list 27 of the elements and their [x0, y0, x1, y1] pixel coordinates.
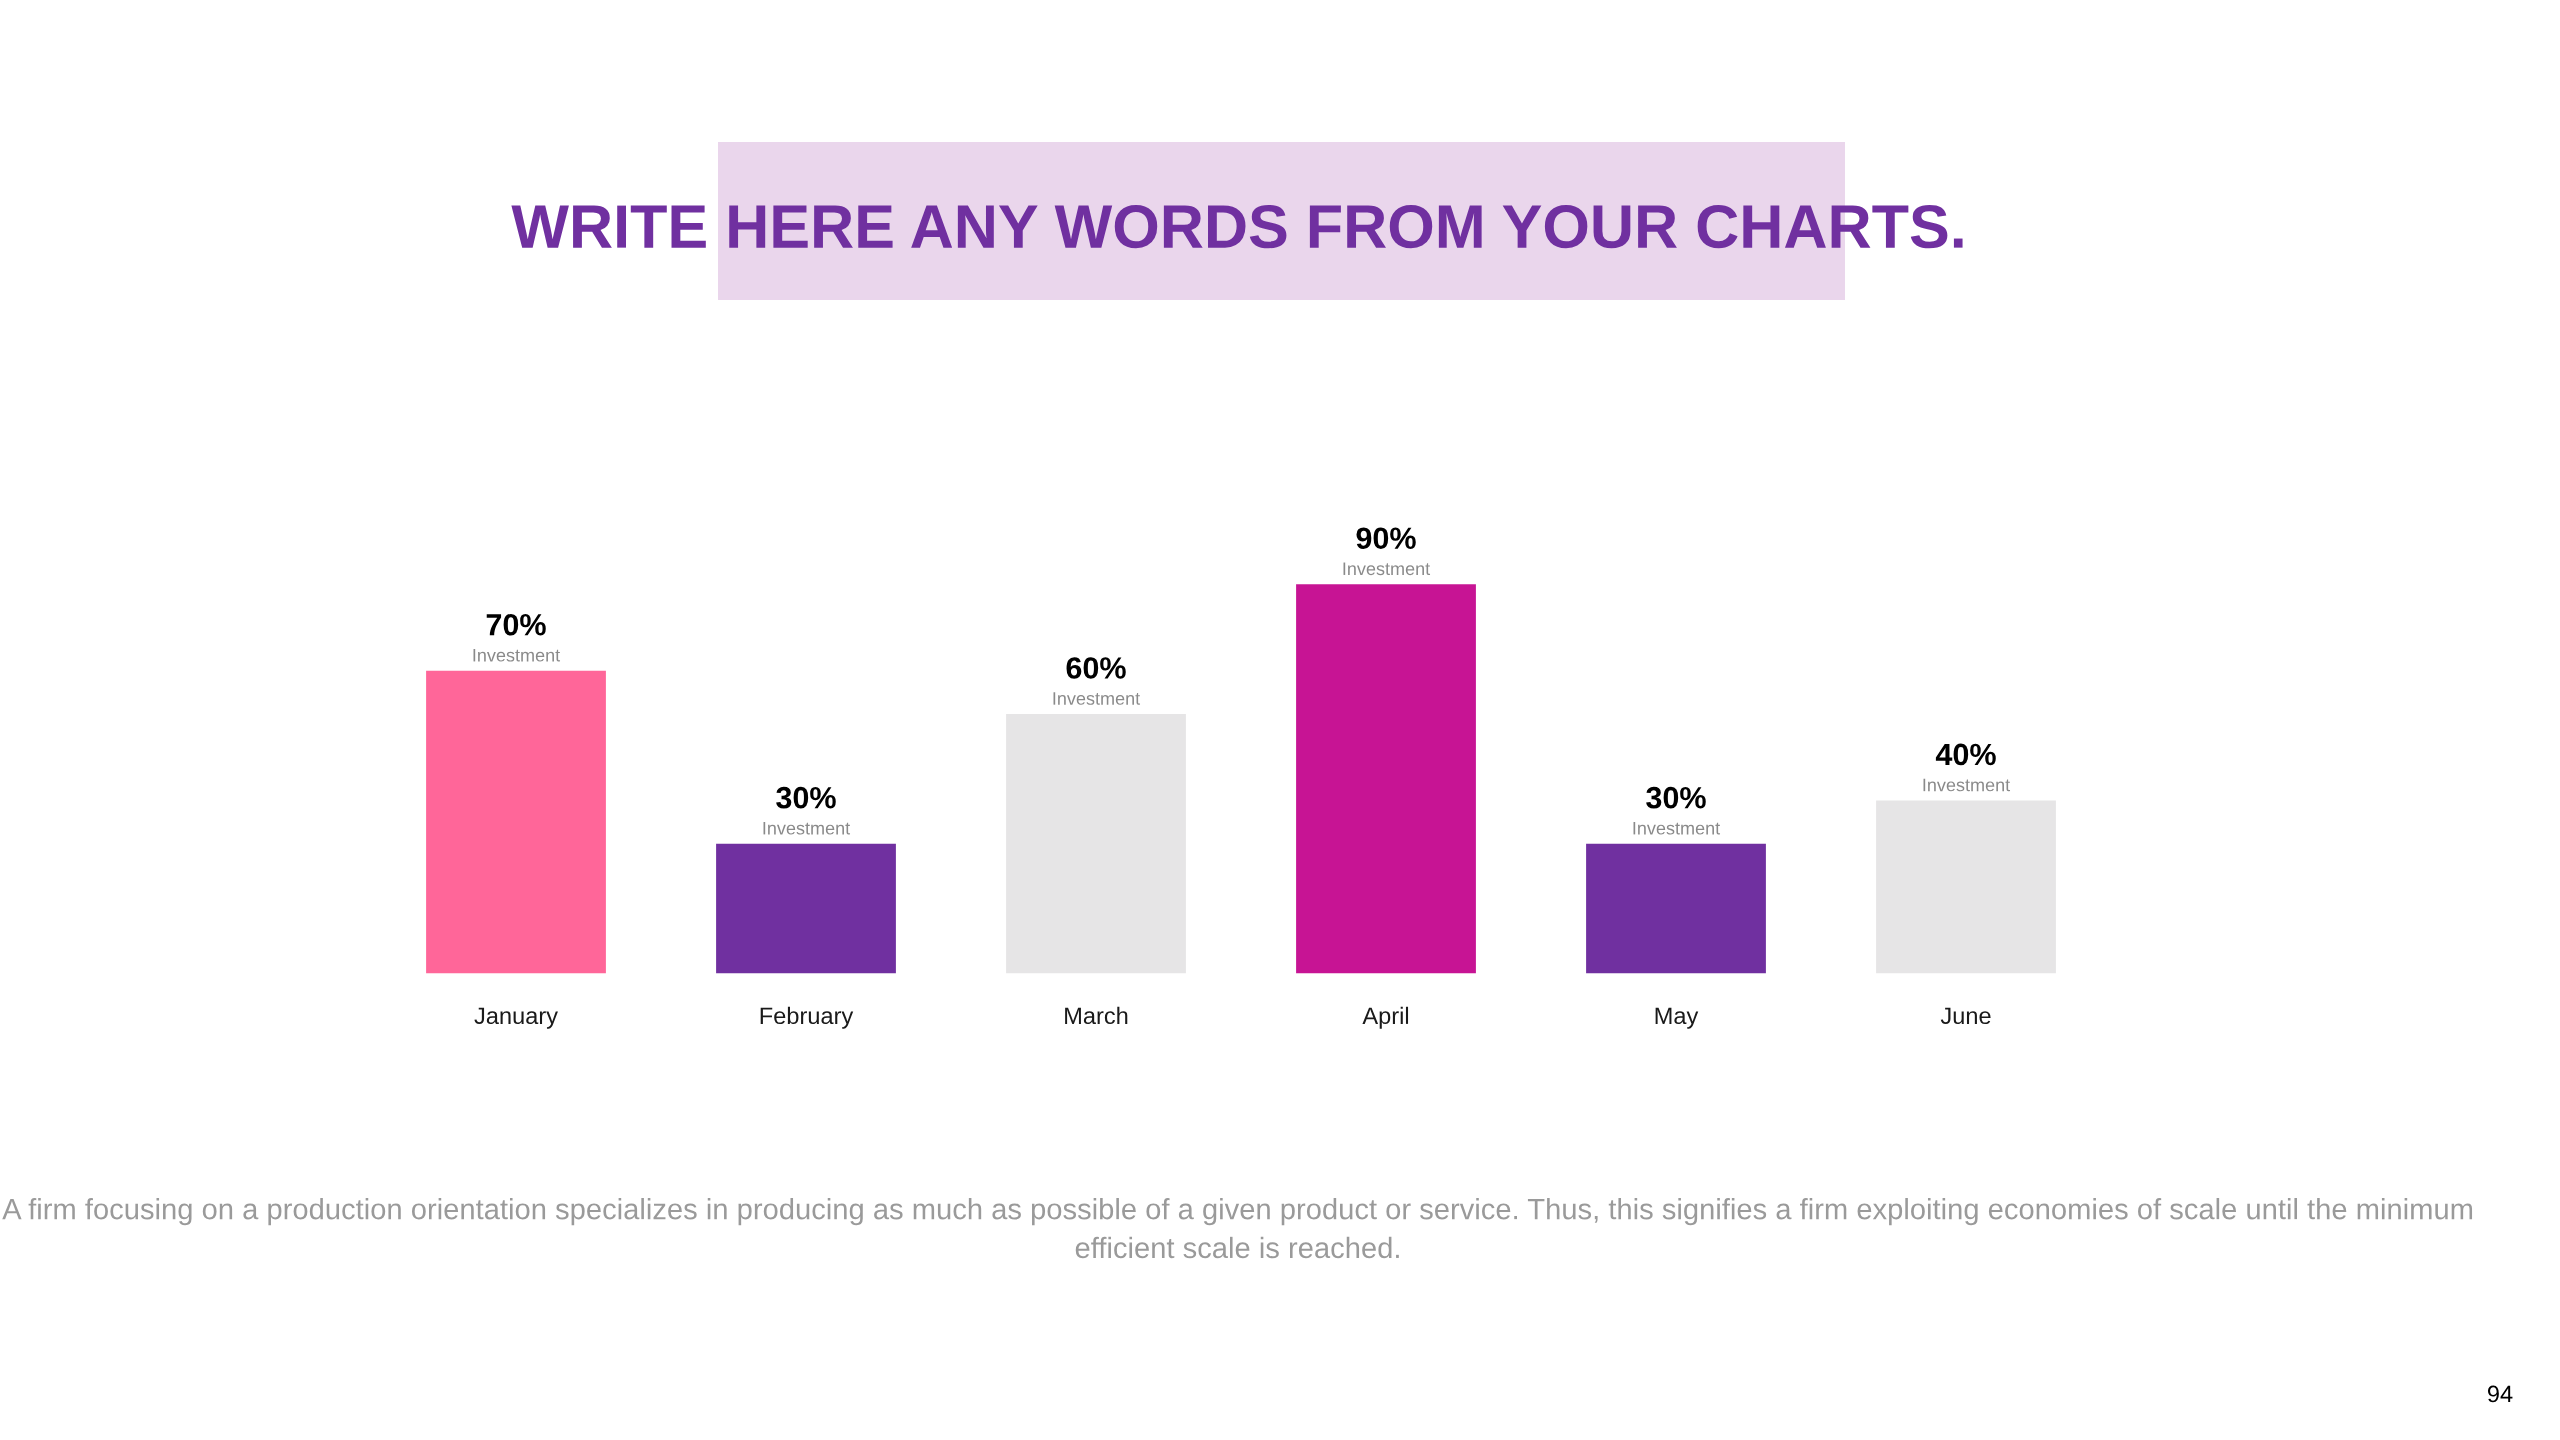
- annotation: Investment: [1923, 778, 2011, 792]
- x-tick-label: May: [1655, 1007, 1699, 1029]
- x-tick-label: March: [1065, 1006, 1128, 1025]
- annotation: Investment: [763, 821, 851, 835]
- bar: [716, 843, 896, 974]
- bar: [1296, 584, 1476, 974]
- x-tick-label: January: [474, 1007, 558, 1029]
- x-tick-label: June: [1940, 1007, 1991, 1025]
- data-label: 30%: [776, 786, 836, 809]
- bar: [1586, 843, 1766, 974]
- text: 94: [2487, 1385, 2513, 1403]
- text: A firm focusing on a production orientation specializes in producing as much as possible of a given product or service. Thus, this signifies a firm exploiting economies of scale until the minimum efficient scale is reached.: [2, 1198, 2473, 1259]
- annotation: Investment: [473, 649, 561, 662]
- data-label: 40%: [1935, 743, 1996, 766]
- chart-title: WRITE HERE ANY WORDS FROM YOUR CHARTS.: [511, 204, 1963, 249]
- bar: [1876, 800, 2056, 974]
- bar: [1006, 713, 1186, 974]
- x-tick-label: April: [1362, 1006, 1409, 1029]
- annotation: Investment: [1343, 562, 1431, 576]
- data-label: 90%: [1356, 527, 1416, 550]
- bar: [426, 670, 606, 974]
- annotation: Investment: [1053, 692, 1141, 705]
- annotation: Investment: [1633, 821, 1721, 835]
- data-label: 70%: [486, 613, 546, 636]
- data-label: 30%: [1646, 786, 1706, 809]
- data-label: 60%: [1066, 657, 1126, 679]
- x-tick-label: February: [760, 1006, 854, 1029]
